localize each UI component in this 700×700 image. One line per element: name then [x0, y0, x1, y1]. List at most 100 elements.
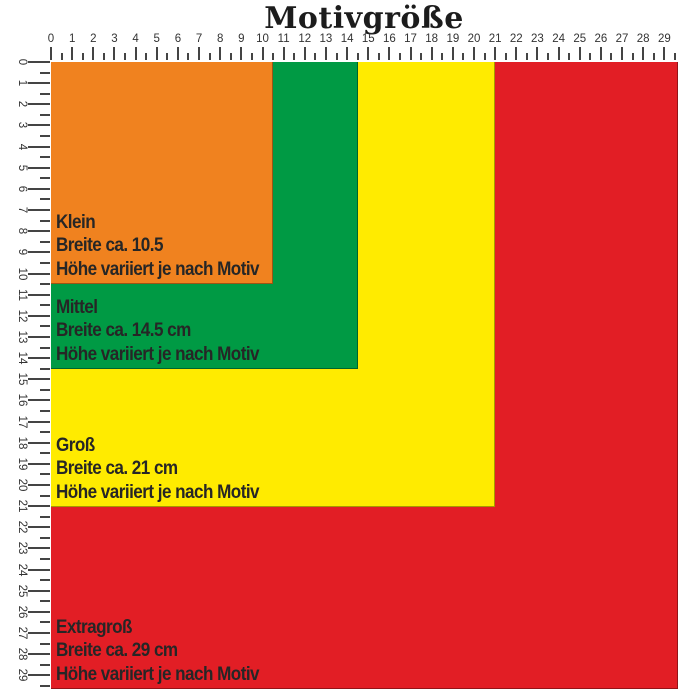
ruler-tick	[40, 536, 50, 539]
ruler-tick	[40, 642, 50, 645]
ruler-tick	[599, 47, 602, 60]
ruler-tick	[272, 53, 275, 60]
ruler-tick	[28, 335, 50, 338]
ruler-tick	[198, 47, 201, 60]
ruler-number: 15	[361, 33, 375, 45]
ruler-tick	[314, 53, 317, 60]
ruler-tick	[219, 47, 222, 60]
ruler-tick	[40, 177, 50, 180]
ruler-number: 24	[552, 33, 565, 45]
ruler-tick	[28, 230, 50, 233]
ruler-number: 5	[153, 33, 160, 45]
ruler-number: 23	[531, 33, 544, 45]
top-ruler: 0 1 2 3 4 5 6 7 8 9 10 11 12 13 14 15 16 17 18 19 20 21 22 23 24…	[47, 33, 691, 61]
ruler-tick	[28, 420, 50, 423]
ruler-number: 8	[16, 227, 28, 235]
ruler-tick	[40, 409, 50, 412]
ruler-tick	[28, 505, 50, 508]
ruler-tick	[40, 684, 50, 687]
ruler-number: 9	[16, 249, 28, 256]
ruler-number: 23	[16, 542, 28, 555]
ruler-tick	[28, 124, 50, 127]
size-height-label: Höhe variiert je nach Motiv	[56, 663, 260, 685]
ruler-tick	[28, 145, 50, 148]
ruler-number: 18	[425, 33, 439, 45]
ruler-tick	[40, 219, 50, 222]
ruler-tick	[81, 53, 84, 60]
ruler-tick	[398, 53, 401, 60]
ruler-tick	[40, 452, 50, 455]
ruler-number: 11	[277, 33, 290, 45]
ruler-number: 14	[340, 33, 354, 45]
ruler-number: 16	[382, 33, 396, 45]
ruler-tick	[578, 47, 581, 60]
ruler-number: 10	[256, 33, 269, 45]
ruler-tick	[621, 47, 624, 60]
ruler-number: 25	[16, 584, 28, 598]
ruler-number: 6	[16, 185, 28, 193]
ruler-tick	[610, 53, 613, 60]
ruler-number: 3	[111, 33, 118, 45]
ruler-tick	[208, 53, 211, 60]
ruler-number: 11	[16, 288, 28, 301]
ruler-tick	[40, 304, 50, 307]
ruler-number: 19	[446, 33, 460, 45]
ruler-tick	[28, 103, 50, 106]
ruler-number: 0	[47, 33, 55, 45]
ruler-tick	[28, 187, 50, 190]
ruler-tick	[504, 53, 507, 60]
page-title: Motivgröße	[264, 1, 464, 36]
ruler-number: 17	[16, 415, 28, 428]
ruler-number: 20	[16, 478, 28, 492]
ruler-tick	[28, 526, 50, 529]
ruler-number: 28	[636, 33, 650, 45]
ruler-tick	[155, 47, 158, 60]
ruler-tick	[28, 166, 50, 169]
ruler-number: 2	[16, 101, 28, 108]
ruler-number: 29	[657, 33, 671, 45]
ruler-number: 18	[16, 436, 28, 450]
size-label-block: Mittel Breite ca. 14.5 cm Höhe variiert je…	[56, 296, 260, 367]
ruler-tick	[525, 53, 528, 60]
ruler-tick	[28, 314, 50, 317]
ruler-tick	[60, 53, 63, 60]
ruler-tick	[40, 431, 50, 434]
ruler-tick	[28, 82, 50, 85]
ruler-tick	[40, 71, 50, 74]
ruler-tick	[377, 53, 380, 60]
ruler-number: 27	[16, 626, 28, 640]
ruler-tick	[40, 325, 50, 328]
size-name-label: Groß	[56, 434, 95, 456]
size-label-block: Klein Breite ca. 10.5 Höhe variiert je nac…	[56, 211, 260, 282]
ruler-tick	[547, 53, 550, 60]
ruler-tick	[240, 47, 243, 60]
ruler-tick	[28, 462, 50, 465]
ruler-number: 12	[16, 309, 28, 323]
ruler-tick	[40, 663, 50, 666]
ruler-tick	[28, 589, 50, 592]
size-width-label: Breite ca. 29 cm	[56, 640, 178, 661]
ruler-tick	[367, 47, 370, 60]
ruler-tick	[568, 53, 571, 60]
ruler-tick	[40, 494, 50, 497]
size-width-label: Breite ca. 10.5	[56, 235, 163, 256]
ruler-tick	[250, 53, 253, 60]
ruler-tick	[28, 610, 50, 613]
ruler-tick	[40, 156, 50, 159]
ruler-tick	[40, 346, 50, 349]
ruler-tick	[515, 47, 518, 60]
ruler-number: 21	[16, 499, 28, 513]
ruler-tick	[40, 473, 50, 476]
ruler-number: 14	[16, 351, 28, 365]
ruler-number: 5	[16, 164, 28, 171]
ruler-number: 9	[238, 33, 245, 45]
ruler-tick	[293, 53, 296, 60]
ruler-tick	[166, 53, 169, 60]
ruler-tick	[229, 53, 232, 60]
ruler-tick	[145, 53, 148, 60]
ruler-tick	[124, 53, 127, 60]
ruler-tick	[28, 399, 50, 402]
ruler-number: 4	[132, 33, 139, 45]
ruler-tick	[324, 47, 327, 60]
